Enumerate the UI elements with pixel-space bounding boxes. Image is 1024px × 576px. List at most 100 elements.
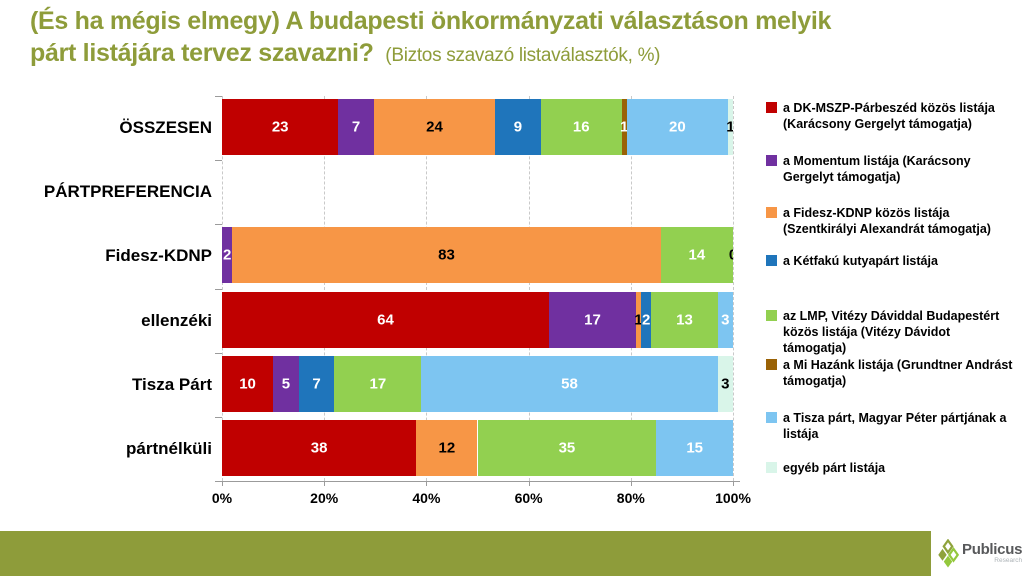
- legend-swatch-icon: [766, 310, 777, 321]
- bar-segment: [727, 99, 733, 155]
- legend-label: egyéb párt listája: [783, 461, 886, 475]
- y-axis-tick: [215, 160, 222, 162]
- bar-row: 38 12 35 15: [222, 419, 733, 476]
- bar-segment: [635, 291, 642, 348]
- legend-label: a DK-MSZP-Párbeszéd közös listája (Karác…: [783, 101, 995, 131]
- bar-segment: [232, 227, 661, 284]
- category-label: ellenzéki: [141, 310, 212, 330]
- bar-segment-label: 83: [438, 246, 455, 264]
- bar-segment-label: 17: [369, 375, 387, 393]
- gridline: [222, 96, 223, 481]
- bar-segment: [222, 227, 233, 284]
- legend-swatch-icon: [766, 102, 777, 113]
- bar-segment-label: 3: [721, 311, 730, 328]
- chart-legend: a DK-MSZP-Párbeszéd közös listája (Karác…: [766, 96, 1022, 486]
- brand-text: Publicus Research: [962, 542, 1022, 565]
- bar-segment-label: 3: [721, 375, 730, 393]
- legend-swatch-icon: [766, 255, 777, 266]
- bar-segment-label: 13: [676, 311, 693, 328]
- gridline: [426, 96, 428, 481]
- category-label: Tisza Párt: [131, 374, 212, 394]
- legend-label: a Mi Hazánk listája (Grundtner Andrást t…: [783, 358, 1013, 388]
- bar-segment-label: 10: [239, 375, 256, 393]
- bar-segment: [651, 291, 718, 348]
- legend-swatch-icon: [766, 207, 777, 218]
- bar-segment-label: 1: [634, 311, 643, 328]
- legend-item: a Fidesz-KDNP közös listája (Szentkirály…: [766, 205, 1016, 237]
- brand-name: Publicus: [962, 541, 1023, 559]
- gridline: [733, 96, 734, 481]
- bar-row: 64 17 1 2 13 3: [222, 291, 733, 348]
- bar-segment-label: 23: [271, 118, 289, 136]
- x-axis-tick: [733, 481, 734, 486]
- x-tick-label: 20%: [310, 490, 339, 506]
- y-axis-tick: [215, 288, 222, 290]
- gridline: [630, 96, 632, 481]
- bar-segment: [222, 355, 274, 412]
- publicus-logo: Publicus Research: [931, 531, 1024, 576]
- bar-segment-label: 17: [584, 311, 601, 328]
- bar-segment-label: 16: [572, 118, 590, 136]
- bar-segment: [660, 227, 733, 284]
- bar-segment-label: 58: [561, 375, 578, 393]
- bar-segment-label: 14: [688, 246, 706, 264]
- bar-segment-label: 24: [426, 118, 443, 136]
- bar-segment: [373, 99, 496, 155]
- category-label: PÁRTPREFERENCIA: [43, 182, 212, 202]
- legend-item: egyéb párt listája: [766, 460, 1016, 476]
- y-axis-tick: [215, 96, 222, 97]
- page-title: (És ha mégis elmegy) A budapesti önkormá…: [30, 5, 980, 72]
- legend-item: a DK-MSZP-Párbeszéd közös listája (Karác…: [766, 100, 1016, 132]
- y-axis-tick: [215, 416, 222, 418]
- category-label: pártnélküli: [126, 438, 212, 458]
- bar-segment-label: 15: [686, 439, 704, 457]
- x-tick-label: 0%: [211, 490, 233, 506]
- category-label: ÖSSZESEN: [119, 118, 212, 138]
- x-axis-tick: [630, 481, 632, 486]
- plot-area: 0%20%40%60%80%100%2372491612012831406417…: [212, 96, 751, 506]
- bar-segment: [495, 99, 541, 155]
- legend-swatch-icon: [766, 412, 777, 423]
- bar-segment: [421, 355, 718, 412]
- bar-segment-label: 0: [729, 247, 733, 264]
- legend-label: a Tisza párt, Magyar Péter pártjának a l…: [783, 411, 1007, 441]
- bar-segment: [298, 355, 335, 412]
- bar-segment: [222, 291, 550, 348]
- bar-segment-label: 1: [620, 118, 629, 136]
- bar-segment-label: 2: [641, 311, 651, 328]
- legend-swatch-icon: [766, 359, 777, 370]
- bar-segment: [540, 99, 622, 155]
- bar-segment-label: 2: [222, 246, 232, 264]
- x-tick-label: 60%: [514, 490, 543, 506]
- subtitle-text: (Biztos szavazó listaválasztók, %): [385, 45, 661, 66]
- bar-segment: [626, 99, 728, 155]
- bar-row: 10 5 7 17 58 3: [222, 355, 733, 412]
- publicus-diamonds-icon: [938, 538, 959, 568]
- x-axis-tick: [528, 481, 530, 486]
- bar-segment: [621, 99, 627, 155]
- bar-segment: [477, 419, 657, 476]
- bar-segment: [717, 355, 733, 412]
- legend-label: a Kétfakú kutyapárt listája: [783, 254, 938, 268]
- bar-segment-label: 1: [726, 118, 733, 136]
- gridline: [528, 96, 530, 481]
- bar-segment-label: 12: [438, 439, 456, 457]
- bar-row: 2 83 14 0: [222, 227, 733, 284]
- bar-segment: [338, 99, 374, 155]
- x-tick-label: 80%: [616, 490, 645, 506]
- bar-segment: [416, 419, 478, 476]
- title-line1: (És ha mégis elmegy) A budapesti önkormá…: [30, 7, 832, 35]
- bar-segment: [656, 419, 733, 476]
- bar-segment-label: 38: [310, 439, 328, 457]
- bar-segment-label: 9: [513, 118, 523, 136]
- bar-segment: [222, 99, 339, 155]
- bar-segment-label: 7: [351, 118, 361, 136]
- legend-swatch-icon: [766, 155, 777, 166]
- bar-segment: [549, 291, 636, 348]
- x-tick-label: 100%: [715, 490, 751, 506]
- y-axis-tick: [215, 224, 222, 226]
- bar-segment-label: 7: [312, 375, 321, 393]
- bar-segment: [222, 419, 417, 476]
- bar-segment: [334, 355, 422, 412]
